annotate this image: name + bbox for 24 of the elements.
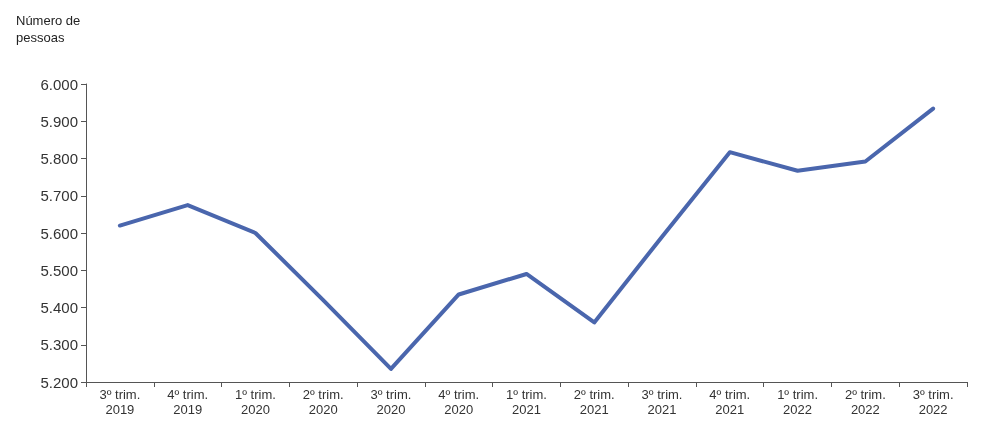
- y-tick-label: 5.400: [40, 299, 78, 316]
- y-tick-label: 5.300: [40, 336, 78, 354]
- x-tick-label: 3º trim. 2020: [370, 387, 412, 417]
- y-tick-label: 5.700: [40, 187, 78, 205]
- x-tick-label: 3º trim. 2022: [912, 387, 954, 417]
- y-tick-label: 5.200: [40, 373, 78, 391]
- x-tick-label: 3º trim. 2019: [99, 387, 141, 417]
- x-tick-label: 3º trim. 2021: [641, 387, 683, 417]
- y-tick-label: 5.900: [40, 112, 78, 130]
- y-tick-label: 5.800: [40, 150, 78, 167]
- x-tick-label: 2º trim. 2021: [573, 387, 615, 417]
- x-tick-label: 4º trim. 2021: [709, 387, 751, 417]
- y-tick-label: 5.500: [40, 261, 78, 279]
- y-tick-label: 6.000: [40, 75, 78, 93]
- y-axis-title: Número de pessoas: [16, 13, 81, 45]
- line-series: [117, 106, 936, 371]
- x-tick-label: 1º trim. 2020: [234, 387, 276, 417]
- x-tick-label: 2º trim. 2022: [844, 387, 886, 417]
- x-tick-label: 1º trim. 2022: [777, 387, 819, 417]
- x-tick-label: 2º trim. 2020: [302, 387, 344, 417]
- x-tick-label: 1º trim. 2021: [506, 387, 547, 417]
- y-tick-label: 5.600: [40, 224, 78, 242]
- x-tick-label: 4º trim. 2019: [167, 387, 209, 417]
- x-tick-label: 4º trim. 2020: [438, 387, 480, 417]
